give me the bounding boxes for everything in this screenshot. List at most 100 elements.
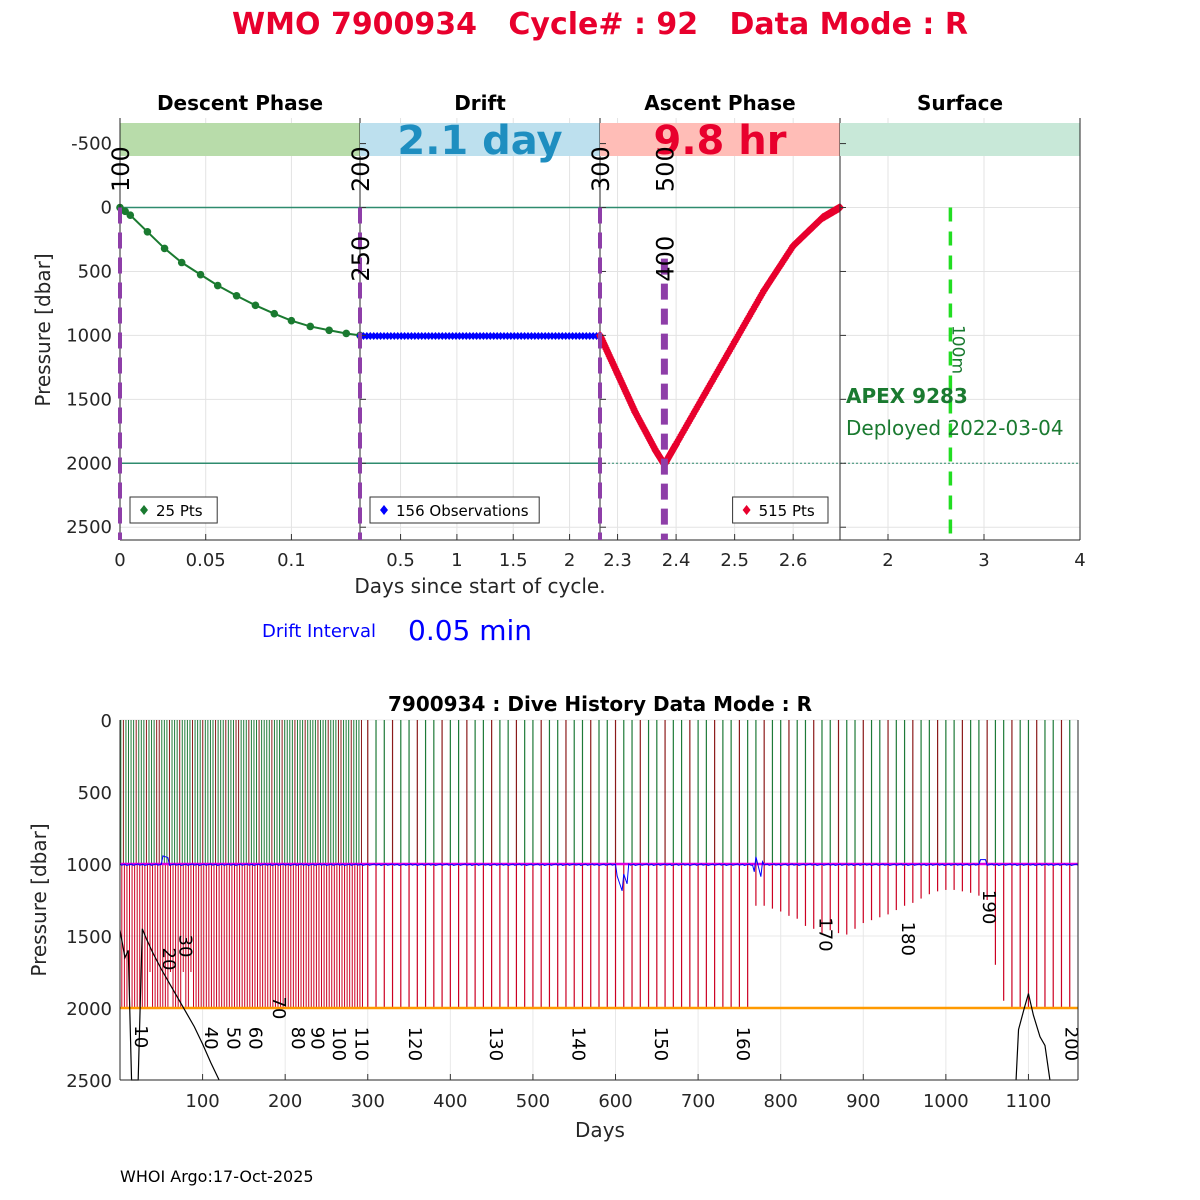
y-tick-label: 1000 bbox=[66, 325, 112, 346]
x-tick-label: 1100 bbox=[1006, 1091, 1052, 1112]
cycle-number-label: 180 bbox=[897, 922, 918, 956]
phase-band bbox=[600, 123, 840, 156]
legend: 25 Pts bbox=[129, 496, 218, 524]
phase-duration-label: 9.8 hr bbox=[654, 118, 787, 164]
cycle-number-label: 10 bbox=[130, 1025, 151, 1048]
descent-point bbox=[325, 326, 333, 335]
phase-marker-label: 500 bbox=[651, 146, 679, 192]
deployment-date-label: Deployed 2022-03-04 bbox=[846, 416, 1064, 440]
x-tick-label: 2.4 bbox=[662, 550, 691, 571]
cycle-number-label: 40 bbox=[200, 1027, 221, 1050]
cycle-number-label: 70 bbox=[268, 996, 289, 1019]
cycle-number-label: 60 bbox=[245, 1027, 266, 1050]
descent-point bbox=[177, 258, 186, 267]
descent-point bbox=[287, 316, 296, 325]
x-tick-label: 4 bbox=[1074, 550, 1085, 571]
phase-marker-label: 200 bbox=[347, 146, 375, 192]
legend-label: 25 Pts bbox=[156, 502, 203, 520]
figure-title: WMO 7900934 Cycle# : 92 Data Mode : R bbox=[232, 7, 968, 42]
float-model-label: APEX 9283 bbox=[846, 384, 968, 408]
x-tick-label: 2.3 bbox=[603, 550, 632, 571]
panel-descent-phase: Descent Phase 0 0.05 0.1 25 Pts bbox=[114, 91, 364, 571]
x-axis-title: Days since start of cycle. bbox=[354, 574, 605, 598]
cycle-number-label: 20 bbox=[158, 948, 179, 971]
y-tick-label: 1500 bbox=[66, 927, 112, 948]
x-tick-label: 1.5 bbox=[499, 550, 528, 571]
cycle-number-label: 170 bbox=[815, 917, 836, 951]
panel-title: Descent Phase bbox=[157, 91, 323, 115]
y-tick-label: -500 bbox=[71, 134, 112, 155]
x-tick-label: 1000 bbox=[923, 1091, 969, 1112]
y-tick-label: 2500 bbox=[66, 1071, 112, 1092]
panel-title: Ascent Phase bbox=[644, 91, 795, 115]
surface-marker-label: 100m bbox=[947, 325, 967, 374]
legend-label: 156 Observations bbox=[396, 502, 529, 520]
descent-point bbox=[232, 291, 241, 300]
y-axis-title: Pressure [dbar] bbox=[31, 253, 55, 406]
x-tick-label: 900 bbox=[846, 1091, 880, 1112]
legend-box bbox=[369, 496, 540, 524]
y-axis-title: Pressure [dbar] bbox=[27, 823, 51, 976]
y-tick-label: 0 bbox=[101, 198, 112, 219]
panel-ascent-phase: 9.8 hr Ascent Phase 2.3 2.4 2.5 2.6 515 Pts bbox=[596, 91, 844, 571]
panel-drift: 2.1 day Drift 0.5 1 1.5 2 156 Observations bbox=[356, 91, 604, 571]
cycle-number-label: 190 bbox=[978, 890, 999, 924]
cycle-profile-chart: Descent Phase 0 0.05 0.1 25 Pts 2.1 day Drift 0… bbox=[31, 91, 1086, 598]
legend-marker bbox=[380, 505, 388, 515]
x-tick-label: 600 bbox=[598, 1091, 632, 1112]
phase-band bbox=[840, 123, 1080, 156]
x-tick-label: 3 bbox=[978, 550, 989, 571]
x-tick-label: 2 bbox=[882, 550, 893, 571]
descent-point bbox=[196, 270, 205, 279]
dive-history-profiles bbox=[120, 720, 1071, 1008]
descent-point bbox=[213, 281, 222, 290]
descent-point bbox=[251, 301, 260, 310]
legend-label: 515 Pts bbox=[759, 502, 815, 520]
bottom-depth-trace bbox=[1015, 993, 1051, 1081]
cycle-number-label: 30 bbox=[174, 935, 195, 958]
descent-point bbox=[143, 228, 152, 236]
x-tick-label: 0 bbox=[114, 550, 125, 571]
x-axis-title: Days bbox=[575, 1118, 625, 1142]
panel-title: Surface bbox=[917, 91, 1003, 115]
phase-band bbox=[120, 123, 360, 156]
chart-title: 7900934 : Dive History Data Mode : R bbox=[388, 692, 812, 716]
cycle-number-label: 160 bbox=[732, 1027, 753, 1061]
y-tick-label: 0 bbox=[101, 711, 112, 732]
y-tick-label: 2000 bbox=[66, 999, 112, 1020]
descent-point bbox=[160, 244, 169, 253]
drift-interval-value: 0.05 min bbox=[408, 614, 532, 647]
drift-pressure-trace bbox=[119, 855, 1079, 891]
cycle-number-label: 80 bbox=[287, 1027, 308, 1050]
x-tick-label: 2 bbox=[564, 550, 575, 571]
x-tick-label: 200 bbox=[268, 1091, 302, 1112]
x-tick-label: 0.5 bbox=[386, 550, 415, 571]
x-tick-label: 0.05 bbox=[186, 550, 226, 571]
panel-surface: Surface 2 3 4 100m APEX 9283 Deployed 2022-03-… bbox=[840, 91, 1086, 571]
y-tick-label: 2500 bbox=[66, 517, 112, 538]
descent-point bbox=[306, 322, 315, 331]
phase-marker-label: 250 bbox=[347, 236, 375, 282]
cycle-number-label: 120 bbox=[404, 1027, 425, 1061]
panel-title: Drift bbox=[454, 91, 506, 115]
descent-point bbox=[126, 211, 135, 219]
cycle-number-label: 50 bbox=[222, 1027, 243, 1050]
phase-marker-label: 400 bbox=[651, 236, 679, 282]
cycle-number-label: 200 bbox=[1061, 1027, 1082, 1061]
phase-marker-label: 100 bbox=[107, 146, 135, 192]
y-tick-label: 500 bbox=[78, 261, 112, 282]
cycle-number-label: 140 bbox=[568, 1027, 589, 1061]
phase-band bbox=[360, 123, 600, 156]
descent-point bbox=[270, 309, 279, 318]
cycle-number-label: 150 bbox=[650, 1027, 671, 1061]
descent-point bbox=[342, 329, 351, 338]
x-tick-label: 100 bbox=[185, 1091, 219, 1112]
legend-marker bbox=[140, 505, 148, 515]
footer-credit: WHOI Argo:17-Oct-2025 bbox=[120, 1167, 314, 1186]
x-tick-label: 700 bbox=[681, 1091, 715, 1112]
series-line-descent bbox=[119, 206, 361, 337]
cycle-number-label: 90 bbox=[307, 1027, 328, 1050]
x-tick-label: 500 bbox=[516, 1091, 550, 1112]
legend: 515 Pts bbox=[732, 496, 829, 524]
cycle-number-label: 110 bbox=[350, 1027, 371, 1061]
